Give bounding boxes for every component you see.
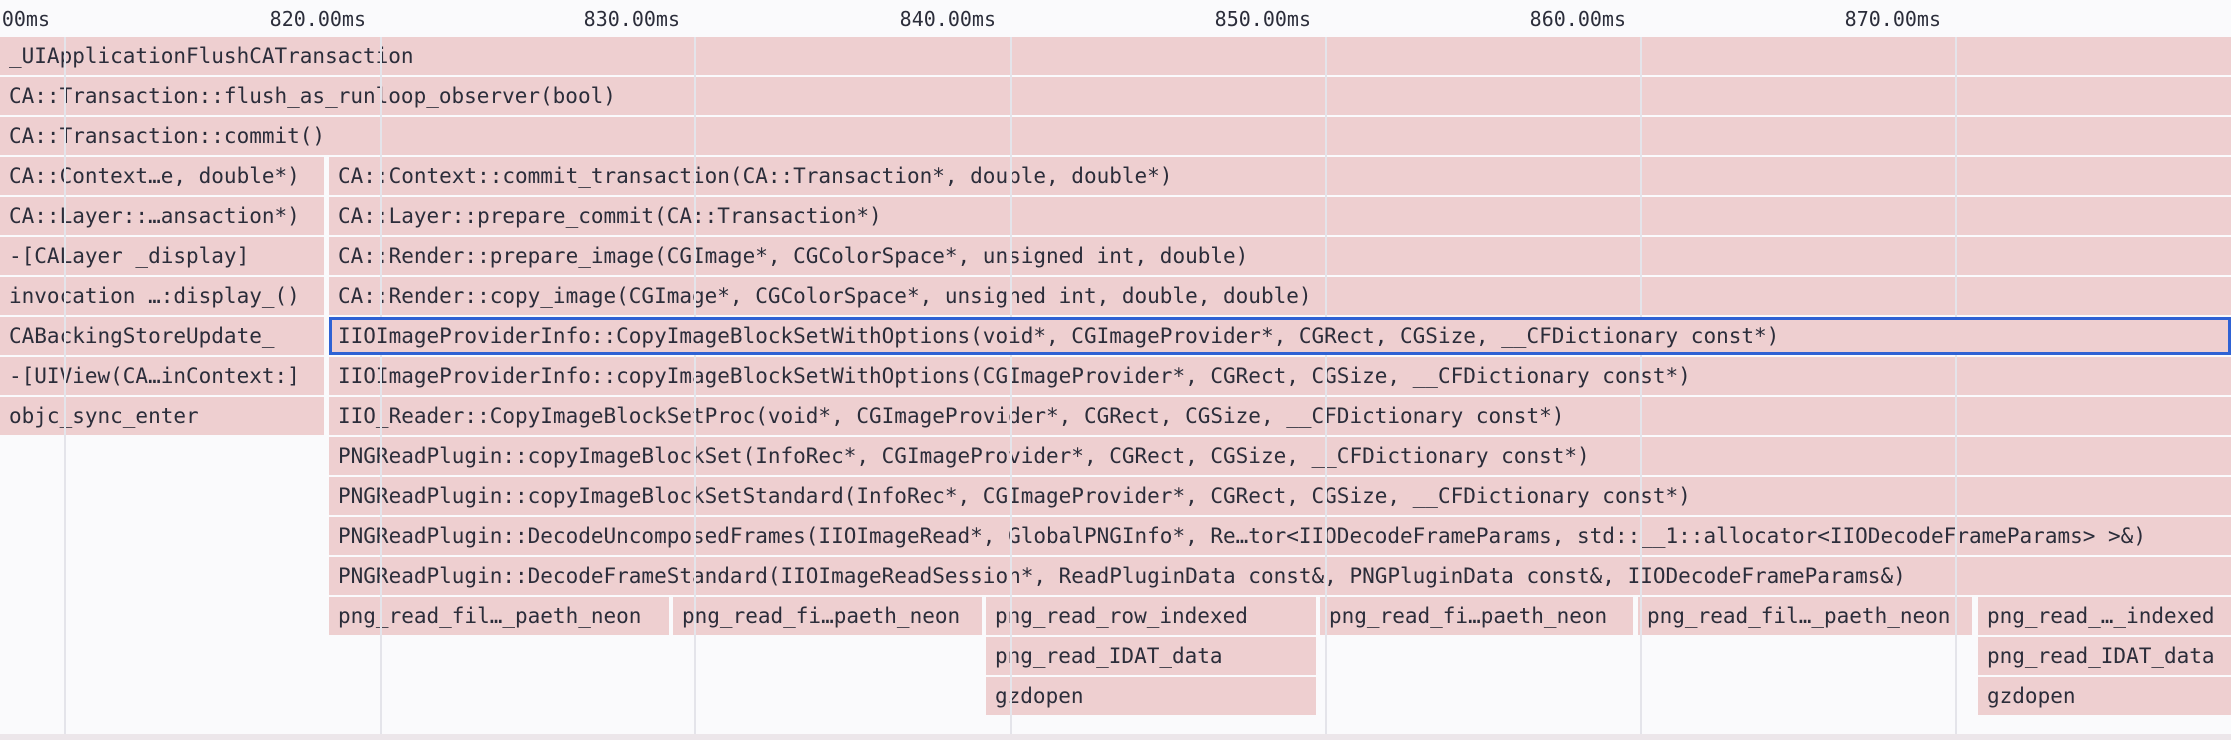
- flame-frame[interactable]: CA::Layer::…ansaction*): [0, 197, 324, 235]
- flame-frame[interactable]: png_read_row_indexed: [986, 597, 1316, 635]
- time-tick-label: 850.00ms: [1214, 7, 1311, 31]
- flame-frame[interactable]: gzdopen: [1978, 677, 2231, 715]
- flame-frame[interactable]: CA::Layer::prepare_commit(CA::Transactio…: [329, 197, 2231, 235]
- flame-frame[interactable]: png_read_IDAT_data: [986, 637, 1316, 675]
- flame-frame[interactable]: CA::Render::copy_image(CGImage*, CGColor…: [329, 277, 2231, 315]
- horizontal-scrollbar[interactable]: [0, 734, 2231, 740]
- flame-frame[interactable]: objc_sync_enter: [0, 397, 324, 435]
- flame-frame-selected[interactable]: IIOImageProviderInfo::CopyImageBlockSetW…: [329, 317, 2231, 355]
- flame-frame[interactable]: -[CALayer _display]: [0, 237, 324, 275]
- flame-frame[interactable]: CA::Transaction::commit(): [0, 117, 2231, 155]
- time-tick-label: 870.00ms: [1844, 7, 1941, 31]
- flame-frame[interactable]: PNGReadPlugin::DecodeFrameStandard(IIOIm…: [329, 557, 2231, 595]
- flame-frame[interactable]: gzdopen: [986, 677, 1316, 715]
- flame-frame[interactable]: _UIApplicationFlushCATransaction: [0, 37, 2231, 75]
- flame-frame[interactable]: PNGReadPlugin::DecodeUncomposedFrames(II…: [329, 517, 2231, 555]
- flame-frame[interactable]: CA::Transaction::flush_as_runloop_observ…: [0, 77, 2231, 115]
- flame-frame[interactable]: png_read_fi…paeth_neon: [673, 597, 982, 635]
- time-tick-label: 830.00ms: [583, 7, 680, 31]
- flame-frame[interactable]: png_read_IDAT_data: [1978, 637, 2231, 675]
- flame-frame[interactable]: png_read_fi…paeth_neon: [1320, 597, 1633, 635]
- time-tick-label: 00ms: [1, 7, 50, 31]
- flame-frame[interactable]: CABackingStoreUpdate_: [0, 317, 324, 355]
- flame-frame[interactable]: png_read_fil…_paeth_neon: [1638, 597, 1972, 635]
- time-tick-label: 860.00ms: [1529, 7, 1626, 31]
- flame-frame[interactable]: -[UIView(CA…inContext:]: [0, 357, 324, 395]
- flame-frame[interactable]: png_read_fil…_paeth_neon: [329, 597, 669, 635]
- flame-frame[interactable]: invocation …:display_(): [0, 277, 324, 315]
- time-tick-label: 840.00ms: [899, 7, 996, 31]
- flame-frame[interactable]: CA::Context::commit_transaction(CA::Tran…: [329, 157, 2231, 195]
- flame-frame[interactable]: PNGReadPlugin::copyImageBlockSetStandard…: [329, 477, 2231, 515]
- flame-frame[interactable]: CA::Context…e, double*): [0, 157, 324, 195]
- flame-frame[interactable]: png_read_…_indexed: [1978, 597, 2231, 635]
- time-tick-label: 820.00ms: [269, 7, 366, 31]
- flame-frame[interactable]: IIOImageProviderInfo::copyImageBlockSetW…: [329, 357, 2231, 395]
- flame-frame[interactable]: IIO_Reader::CopyImageBlockSetProc(void*,…: [329, 397, 2231, 435]
- flame-frame[interactable]: CA::Render::prepare_image(CGImage*, CGCo…: [329, 237, 2231, 275]
- flame-frame[interactable]: PNGReadPlugin::copyImageBlockSet(InfoRec…: [329, 437, 2231, 475]
- time-ruler: 00ms 820.00ms 830.00ms 840.00ms 850.00ms 860.…: [0, 0, 2231, 38]
